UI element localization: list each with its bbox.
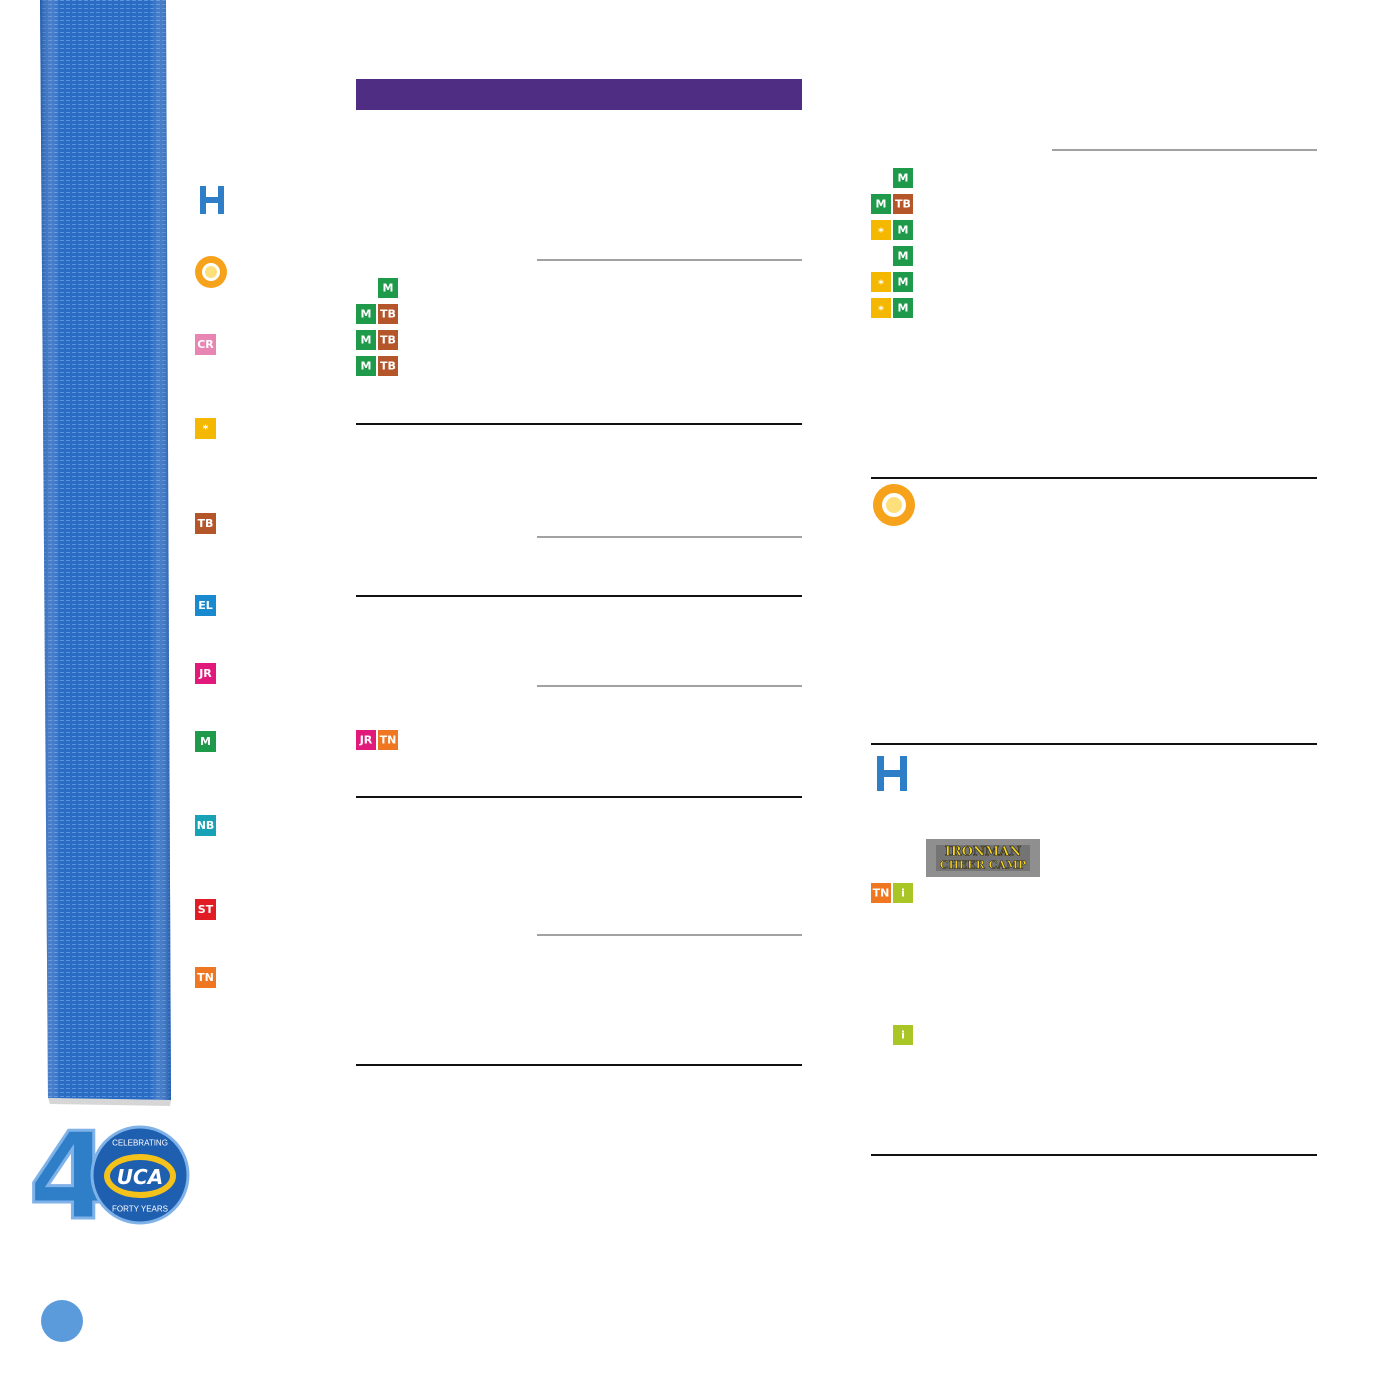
badge (871, 883, 891, 903)
label: NB (197, 819, 215, 832)
label: M (361, 360, 372, 373)
badge (893, 246, 913, 266)
badge (195, 731, 216, 752)
label: TB (380, 308, 396, 321)
label: i (901, 887, 905, 900)
uca-logo: 4 UCA CELEBRATING FORTY YEARS (27, 1107, 190, 1249)
shape (936, 845, 1030, 871)
badge (871, 194, 891, 214)
label: TN (380, 734, 397, 747)
sun-icon (195, 256, 227, 288)
label: M (898, 250, 909, 263)
badge (378, 330, 398, 350)
label: TN (873, 887, 890, 900)
badge (356, 330, 376, 350)
shape (40, 0, 171, 1100)
right-badges: M M TB M M M M TN i i (871, 168, 913, 1045)
badge (893, 194, 913, 214)
label: M (383, 282, 394, 295)
badge (871, 220, 891, 240)
badge (871, 298, 891, 318)
page-dot (41, 1300, 83, 1342)
badge (195, 815, 216, 836)
label: i (901, 1029, 905, 1042)
h-icon (877, 756, 907, 791)
glyph: * (878, 278, 884, 291)
badge (378, 730, 398, 750)
badge (378, 278, 398, 298)
label: TB (380, 360, 396, 373)
label: ST (198, 903, 214, 916)
label: TN (197, 971, 214, 984)
label: EL (198, 599, 213, 612)
badge (195, 595, 216, 616)
left-badges: M M TB M TB M TB JR TN (356, 278, 398, 750)
badge (871, 272, 891, 292)
ribbon (40, 0, 171, 1106)
legend: CR TB EL JR M NB ST TN (195, 334, 216, 988)
badge (195, 899, 216, 920)
badge (195, 967, 216, 988)
shape (48, 1098, 171, 1106)
badge (195, 513, 216, 534)
badge (893, 298, 913, 318)
badge (893, 1025, 913, 1045)
shape (205, 266, 217, 278)
badge (356, 356, 376, 376)
label: JR (198, 667, 212, 680)
glyph: * (878, 226, 884, 239)
badge (893, 168, 913, 188)
label: IRONMAN (945, 845, 1022, 860)
badge (893, 272, 913, 292)
label: TB (198, 517, 214, 530)
badge (378, 304, 398, 324)
badge (195, 418, 216, 439)
label: M (361, 308, 372, 321)
label: CR (197, 338, 214, 351)
label: M (898, 302, 909, 315)
shape (200, 197, 224, 203)
sun-icon (873, 484, 915, 526)
badge (356, 730, 376, 750)
rules (356, 149, 1317, 1156)
badge (378, 356, 398, 376)
label: CHEER CAMP (940, 859, 1027, 872)
label: FORTY YEARS (112, 1205, 168, 1214)
header-bar (356, 79, 802, 110)
badge (893, 220, 913, 240)
label: TB (380, 334, 396, 347)
badge (893, 883, 913, 903)
label: M (876, 198, 887, 211)
label: M (898, 172, 909, 185)
badge (195, 334, 216, 355)
badge (195, 663, 216, 684)
shape (110, 1160, 170, 1192)
shape (877, 770, 907, 777)
shape (886, 497, 902, 513)
glyph: * (203, 423, 209, 436)
glyph: * (878, 304, 884, 317)
label: TB (895, 198, 911, 211)
label: CELEBRATING (112, 1139, 168, 1148)
ironman-logo: IRONMAN CHEER CAMP (926, 839, 1040, 877)
badge (356, 304, 376, 324)
label: M (898, 276, 909, 289)
label: M (361, 334, 372, 347)
label: UCA (117, 1165, 163, 1189)
label: M (898, 224, 909, 237)
label: M (200, 735, 211, 748)
label: JR (359, 734, 373, 747)
star-badge: * * * * (195, 220, 891, 439)
h-icon (200, 186, 224, 214)
